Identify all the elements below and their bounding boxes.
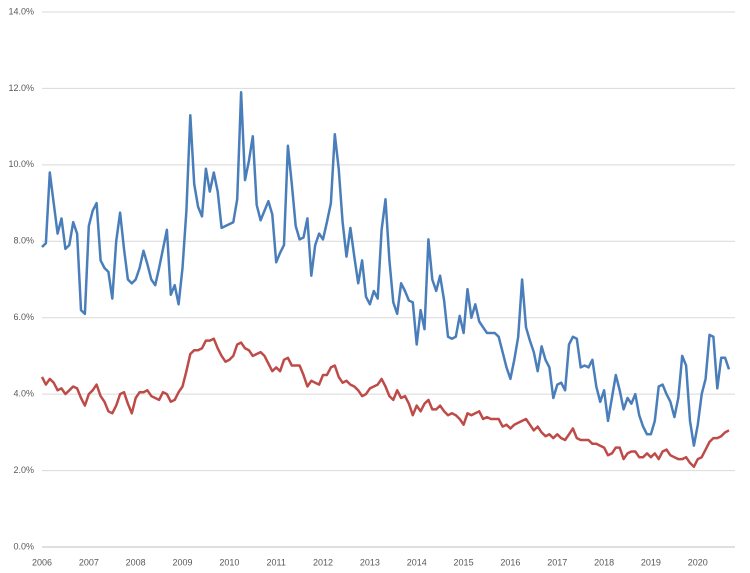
line-series — [41, 91, 731, 447]
x-tick-label: 2012 — [313, 557, 333, 567]
y-tick-label: 6.0% — [13, 312, 34, 322]
x-tick-label: 2008 — [126, 557, 146, 567]
y-tick-label: 8.0% — [13, 236, 34, 246]
y-tick-label: 10.0% — [8, 159, 34, 169]
line-series — [40, 337, 730, 469]
x-tick-label: 2011 — [267, 557, 286, 567]
y-tick-label: 14.0% — [8, 6, 34, 16]
y-tick-label: 4.0% — [13, 389, 34, 399]
x-tick-label: 2017 — [547, 557, 567, 567]
x-tick-label: 2020 — [688, 557, 708, 567]
y-tick-label: 0.0% — [13, 541, 34, 551]
y-tick-label: 2.0% — [13, 465, 34, 475]
x-tick-label: 2014 — [407, 557, 427, 567]
x-tick-label: 2010 — [219, 557, 239, 567]
x-tick-label: 2006 — [32, 557, 52, 567]
x-tick-label: 2015 — [454, 557, 474, 567]
x-tick-label: 2018 — [594, 557, 614, 567]
x-tick-label: 2009 — [173, 557, 193, 567]
x-tick-label: 2013 — [360, 557, 380, 567]
x-tick-label: 2019 — [641, 557, 661, 567]
x-tick-label: 2016 — [500, 557, 520, 567]
y-tick-label: 12.0% — [8, 83, 34, 93]
x-tick-label: 2007 — [79, 557, 99, 567]
